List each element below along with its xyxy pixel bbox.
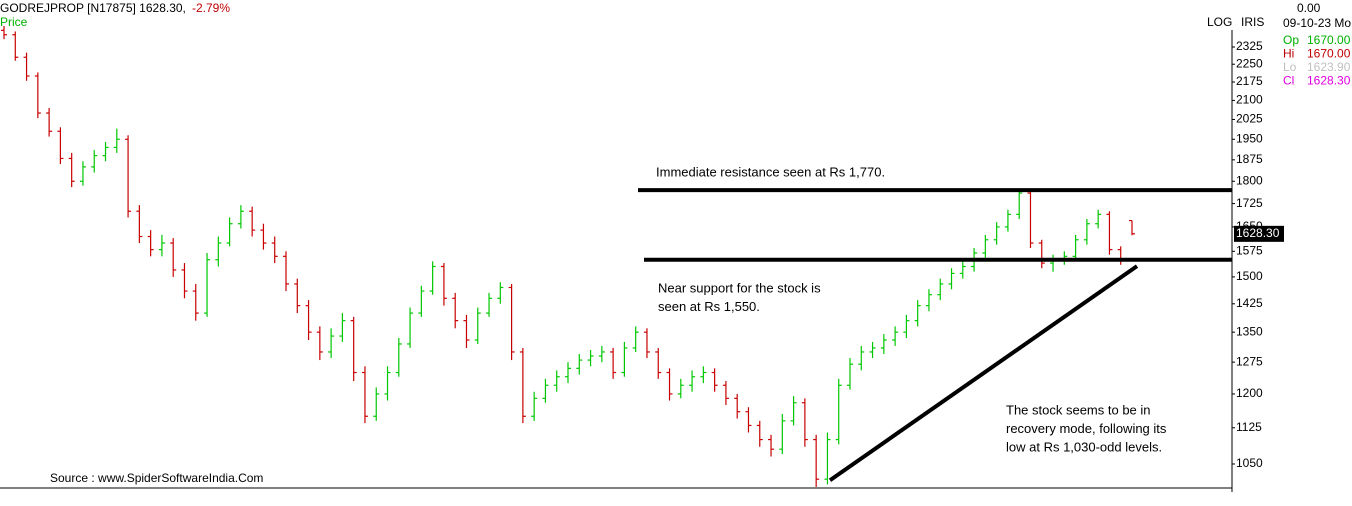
info-label: Hi (1283, 47, 1294, 61)
info-label: Op (1283, 33, 1299, 47)
y-tick-label: 1950 (1236, 131, 1263, 145)
annotation: seen at Rs 1,550. (658, 299, 760, 314)
info-value: 0.00 (1297, 1, 1321, 15)
y-tick-label: 1875 (1236, 152, 1263, 166)
y-tick-label: 2325 (1236, 39, 1263, 53)
series-name: Price (0, 15, 28, 29)
y-tick-label: 1425 (1236, 296, 1263, 310)
y-tick-label: 1275 (1236, 354, 1263, 368)
y-tick-label: 2100 (1236, 93, 1263, 107)
indicator-label: IRIS (1241, 15, 1264, 29)
info-value: 1623.90 (1307, 60, 1351, 74)
info-label: Cl (1283, 73, 1294, 87)
annotation: recovery mode, following its (1006, 421, 1167, 436)
y-tick-label: 1575 (1236, 243, 1263, 257)
annotation: Near support for the stock is (658, 280, 821, 295)
trendline (828, 264, 1139, 482)
y-tick-label: 1350 (1236, 324, 1263, 338)
y-tick-label: 1500 (1236, 269, 1263, 283)
info-value: 1670.00 (1307, 47, 1351, 61)
y-tick-label: 1725 (1236, 196, 1263, 210)
scale-label: LOG (1207, 15, 1232, 29)
y-tick-label: 2025 (1236, 112, 1263, 126)
price-tag-label: 1628.30 (1236, 226, 1280, 240)
y-tick-label: 1200 (1236, 386, 1263, 400)
info-value: 1670.00 (1307, 33, 1351, 47)
annotation: Immediate resistance seen at Rs 1,770. (656, 164, 885, 179)
y-tick-label: 1800 (1236, 173, 1263, 187)
info-date: 09-10-23 Mo (1283, 16, 1351, 30)
source: Source : www.SpiderSoftwareIndia.Com (50, 471, 263, 485)
info-label: Lo (1283, 60, 1297, 74)
y-tick-label: 2175 (1236, 74, 1263, 88)
y-tick-label: 1050 (1236, 456, 1263, 470)
annotation: low at Rs 1,030-odd levels. (1006, 439, 1162, 454)
change: -2.79% (192, 1, 230, 15)
info-value: 1628.30 (1307, 73, 1351, 87)
y-tick-label: 2250 (1236, 56, 1263, 70)
price-tag (1234, 225, 1284, 242)
chart-title: GODREJPROP [N17875] 1628.30, (0, 1, 186, 15)
y-tick-label: 1125 (1236, 420, 1262, 434)
annotation: The stock seems to be in (1006, 402, 1151, 417)
